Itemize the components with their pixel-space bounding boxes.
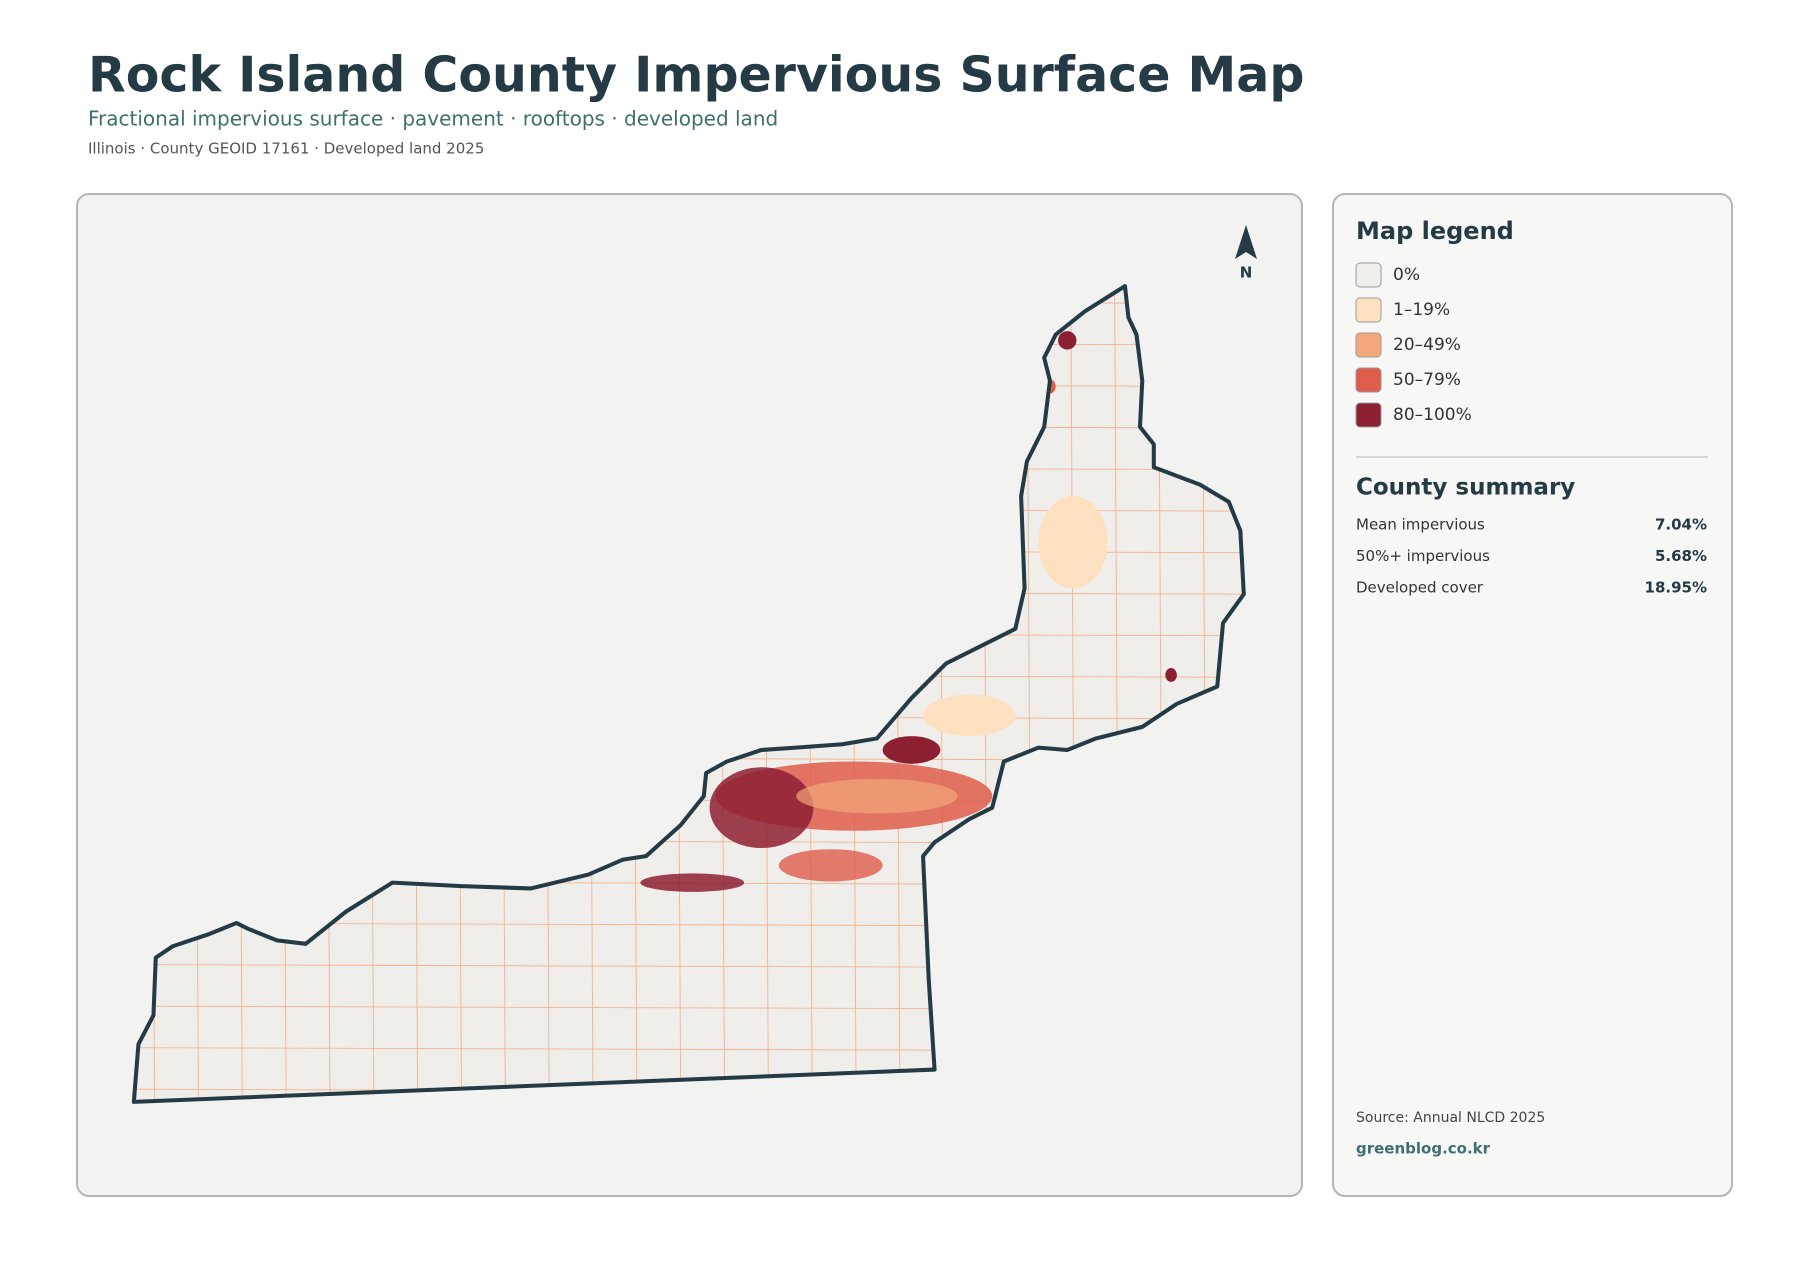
suburban-area — [1038, 496, 1108, 589]
suburban-area — [923, 694, 1016, 737]
summary-label: 50%+ impervious — [1356, 547, 1490, 565]
legend-swatch — [1355, 367, 1382, 393]
summary-title: County summary — [1356, 475, 1575, 501]
subtitle: Fractional impervious surface · pavement… — [88, 107, 778, 131]
urban-core — [640, 873, 745, 892]
legend-label: 0% — [1393, 265, 1420, 285]
summary-label: Mean impervious — [1356, 516, 1485, 534]
legend-title: Map legend — [1356, 217, 1514, 245]
urban-core — [882, 736, 941, 764]
source-note: Source: Annual NLCD 2025 — [1356, 1110, 1545, 1126]
meta-line: Illinois · County GEOID 17161 · Develope… — [88, 140, 484, 158]
summary-label: Developed cover — [1356, 579, 1484, 597]
urban-core — [709, 767, 814, 849]
legend-panel — [1332, 193, 1733, 1197]
town — [1165, 668, 1177, 682]
urban-area — [796, 778, 958, 814]
county-boundary — [131, 284, 1246, 1104]
north-arrow — [1235, 225, 1257, 259]
summary-list: Mean impervious 7.04% 50%+ impervious 5.68%… — [1356, 516, 1707, 597]
legend-swatch — [1355, 332, 1382, 358]
summary-value: 18.95% — [1645, 579, 1707, 597]
county-fill — [133, 286, 1244, 1102]
legend-list: 0% 1–19% 20–49% 50–79% 80–100% — [1355, 262, 1472, 428]
summary-value: 5.68% — [1655, 547, 1707, 565]
legend-label: 20–49% — [1393, 335, 1461, 355]
legend-swatch — [1355, 297, 1382, 323]
legend-label: 80–100% — [1393, 405, 1472, 425]
legend-swatch — [1355, 262, 1382, 288]
page-title: Rock Island County Impervious Surface Ma… — [88, 47, 1304, 104]
town — [1058, 331, 1077, 350]
urban-area — [778, 849, 883, 882]
legend-label: 1–19% — [1393, 300, 1450, 320]
north-label: N — [1240, 264, 1253, 282]
credit: greenblog.co.kr — [1356, 1140, 1491, 1158]
legend-label: 50–79% — [1393, 370, 1461, 390]
summary-value: 7.04% — [1655, 516, 1707, 534]
legend-swatch — [1355, 402, 1382, 428]
